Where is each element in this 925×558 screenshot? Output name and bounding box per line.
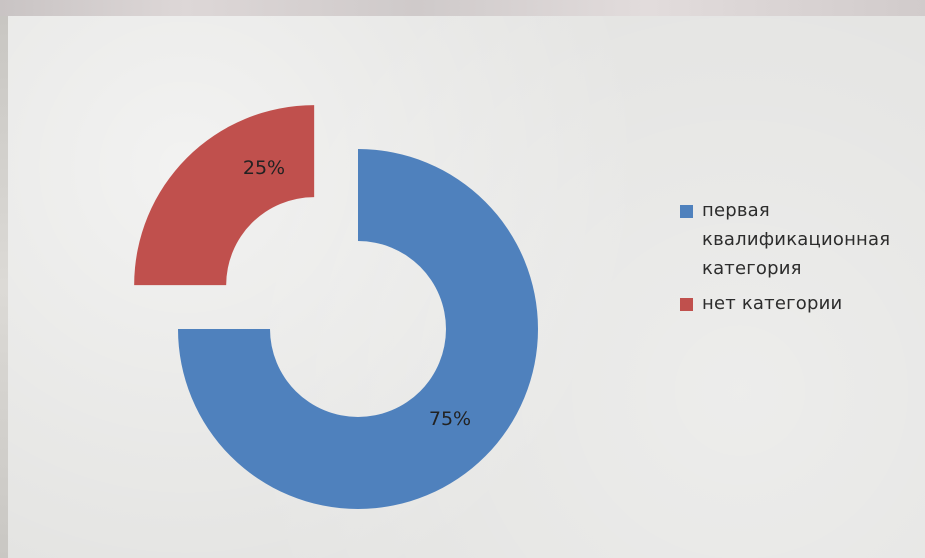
doughnut-slice-first-category bbox=[178, 149, 538, 509]
legend-label: первая квалификационная категория bbox=[702, 200, 891, 279]
legend-swatch-red bbox=[680, 298, 693, 311]
left-border-strip bbox=[0, 16, 8, 558]
legend-label: нет категории bbox=[702, 293, 843, 314]
data-label-first-category: 75% bbox=[429, 408, 471, 430]
data-label-no-category: 25% bbox=[243, 157, 285, 179]
doughnut-slice-no-category bbox=[134, 105, 315, 286]
chart-legend: первая квалификационная категория нет ка… bbox=[680, 196, 925, 324]
top-border-strip bbox=[0, 0, 925, 16]
legend-item-no-category: нет категории bbox=[680, 289, 925, 318]
legend-swatch-blue bbox=[680, 205, 693, 218]
legend-item-first-category: первая квалификационная категория bbox=[680, 196, 925, 283]
